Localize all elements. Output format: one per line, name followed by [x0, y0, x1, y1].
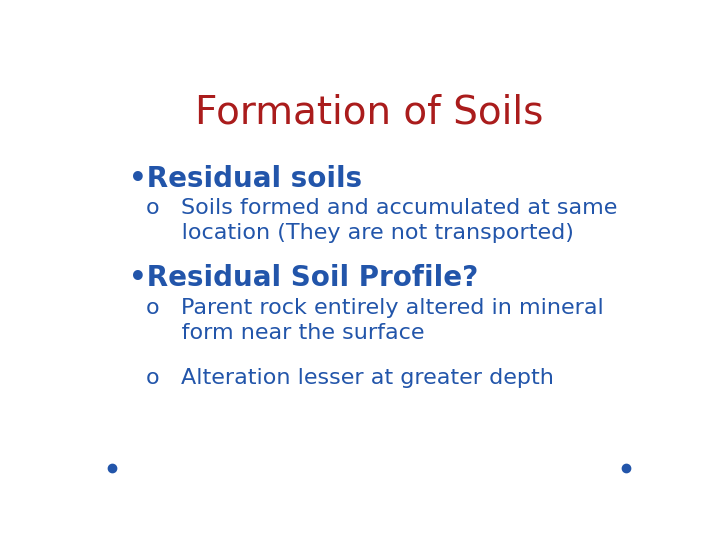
Text: •Residual Soil Profile?: •Residual Soil Profile?	[129, 265, 478, 292]
Text: location (They are not transported): location (They are not transported)	[145, 223, 574, 243]
Text: •Residual soils: •Residual soils	[129, 165, 362, 193]
Text: o   Alteration lesser at greater depth: o Alteration lesser at greater depth	[145, 368, 554, 388]
Text: form near the surface: form near the surface	[145, 322, 424, 342]
Text: o   Parent rock entirely altered in mineral: o Parent rock entirely altered in minera…	[145, 298, 603, 318]
Text: Formation of Soils: Formation of Soils	[195, 94, 543, 132]
Text: o   Soils formed and accumulated at same: o Soils formed and accumulated at same	[145, 198, 617, 218]
